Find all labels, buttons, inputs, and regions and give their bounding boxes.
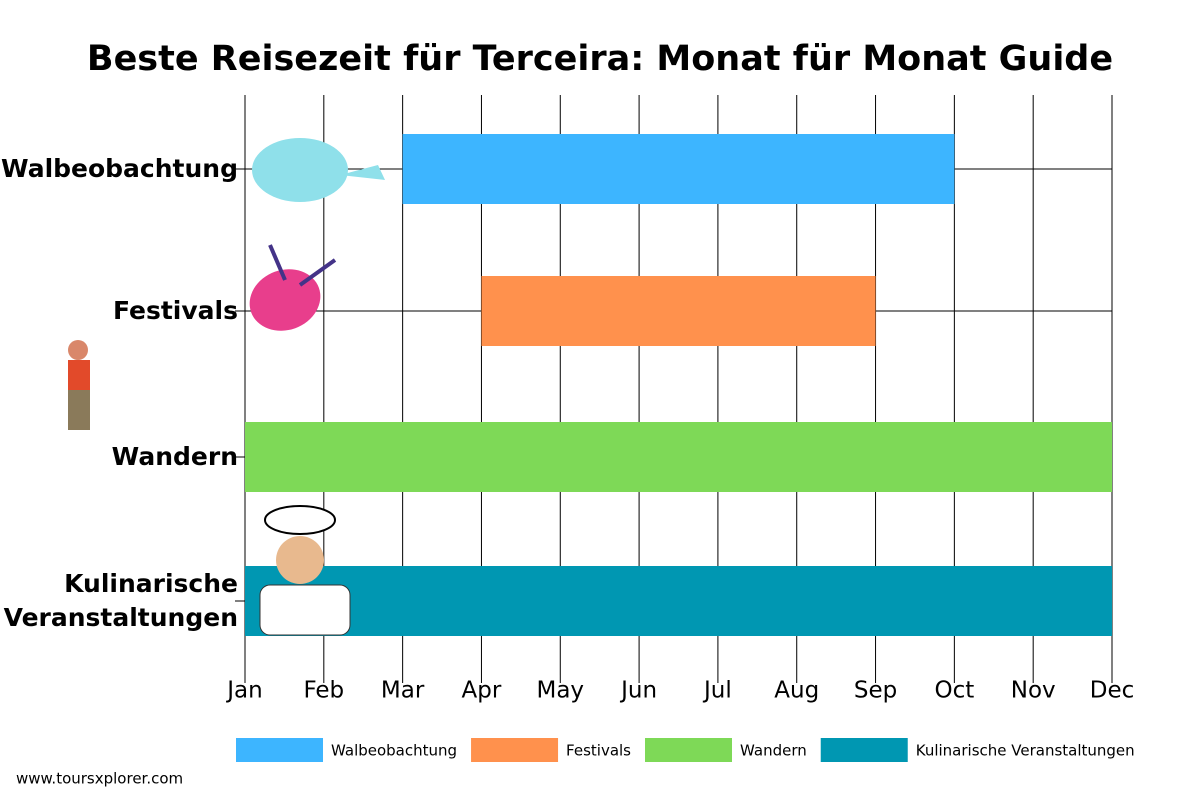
y-tick-label: Wandern [111, 442, 238, 471]
legend-swatch [645, 738, 732, 762]
legend-label: Wandern [740, 742, 807, 760]
x-tick-label: Jun [619, 678, 657, 704]
x-tick-label: Jul [702, 678, 732, 704]
source: www.toursxplorer.com [16, 770, 183, 788]
x-tick-label: Feb [303, 678, 344, 704]
y-tick-label: Kulinarische Veranstaltungen [3, 569, 238, 632]
legend-label: Kulinarische Veranstaltungen [916, 742, 1135, 760]
legend-label: Walbeobachtung [331, 742, 457, 760]
x-tick-label: Dec [1090, 678, 1135, 704]
drum-stick [268, 244, 287, 281]
x-tick-label: Jan [225, 678, 262, 704]
legend-label: Festivals [566, 742, 631, 760]
hiker-body [68, 360, 90, 390]
chef-head [276, 536, 324, 584]
x-tick-label: Apr [462, 678, 502, 704]
x-tick-label: Sep [854, 678, 897, 704]
hiker-head [68, 340, 88, 360]
whale-tail [340, 165, 385, 180]
legend-swatch [471, 738, 559, 762]
y-tick-label: Festivals [112, 296, 238, 325]
x-tick-label: Nov [1011, 678, 1056, 704]
chef-hat [264, 505, 336, 535]
x-tick-label: Aug [774, 678, 819, 704]
whale-icon [252, 138, 348, 202]
legend-swatch [236, 738, 323, 762]
bars [245, 134, 1112, 636]
bar [245, 422, 1112, 492]
bar [481, 276, 876, 346]
drum-stick [298, 258, 337, 287]
icons [68, 138, 385, 636]
legend-swatch [820, 738, 908, 762]
x-tick-label: Oct [934, 678, 974, 704]
bar [402, 134, 955, 204]
chef-body [259, 584, 351, 636]
bar [245, 566, 1112, 636]
y-tick-label: Walbeobachtung [1, 154, 238, 183]
chart-title: Beste Reisezeit für Terceira: Monat für … [87, 39, 1113, 79]
hiker-legs [68, 390, 90, 430]
x-tick-label: Mar [381, 678, 425, 704]
x-tick-label: May [536, 678, 584, 704]
